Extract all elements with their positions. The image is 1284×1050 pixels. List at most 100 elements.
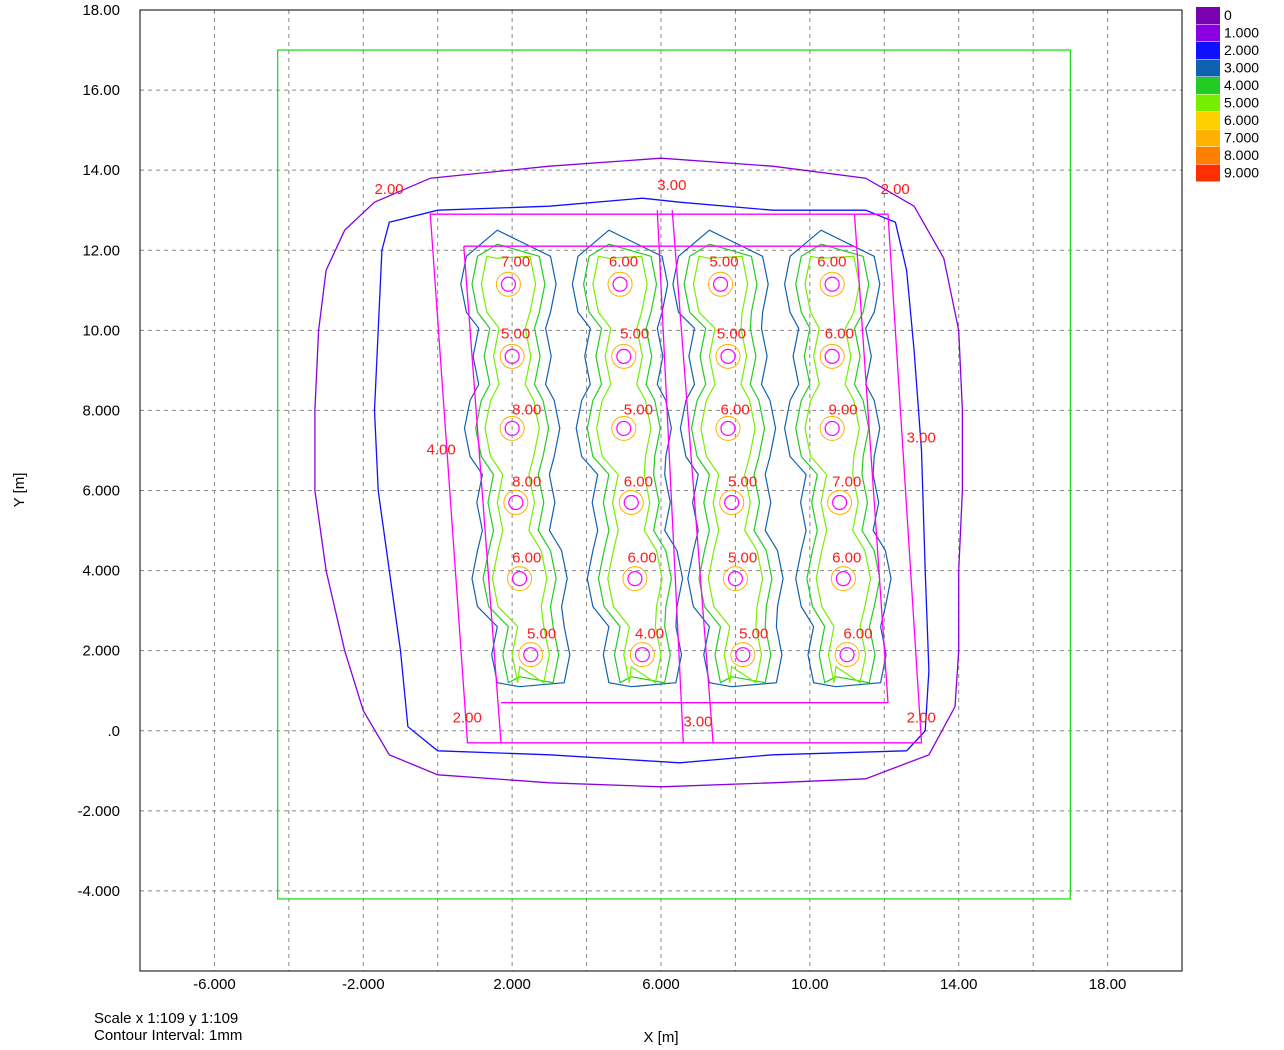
peak-marker [720, 348, 736, 364]
contour-label: 2.00 [881, 181, 910, 198]
diagonal-line [853, 214, 889, 703]
peak-ring [834, 642, 860, 668]
legend-label: 0 [1224, 7, 1232, 23]
column-contour [592, 255, 663, 684]
contour-labels: 2.00 3.00 2.00 7.00 6.00 5.00 6.00 5.00 5.00 5.00… [374, 177, 935, 731]
contour-level-2 [373, 197, 930, 764]
contour-label: 3.00 [907, 429, 936, 446]
axis-ticks: -6.000 -2.000 2.000 6.000 10.00 14.00 18.00 18.… [77, 2, 1126, 993]
contour-lines [277, 49, 1072, 900]
legend-swatch [1196, 147, 1220, 164]
contour-label: 8.00 [512, 401, 541, 418]
column-contour [672, 229, 784, 688]
x-tick-label: -6.000 [193, 976, 236, 993]
legend-label: 2.000 [1224, 42, 1259, 58]
peak-marker [824, 348, 840, 364]
contour-label: 7.00 [501, 253, 530, 270]
peak-ring [629, 642, 655, 668]
peak-marker [839, 647, 855, 663]
y-tick-label: 8.000 [82, 402, 120, 419]
y-tick-label: 16.00 [82, 82, 120, 99]
legend-swatch [1196, 77, 1220, 94]
peak-marker [832, 494, 848, 511]
contour-label: 6.00 [843, 626, 872, 643]
contour-label: 2.00 [907, 710, 936, 727]
peak-ring [708, 271, 734, 297]
peak-marker [504, 348, 520, 364]
legend-label: 9.000 [1224, 165, 1259, 181]
contour-label: 3.00 [657, 177, 686, 194]
legend-swatch [1196, 24, 1220, 42]
x-tick-label: 10.00 [791, 976, 829, 993]
column-contour [804, 255, 872, 684]
footer-info: Scale x 1:109 y 1:109 Contour Interval: … [94, 1010, 242, 1044]
contour-label: 5.00 [527, 626, 556, 643]
x-tick-label: -2.000 [342, 976, 385, 993]
contour-label: 4.00 [635, 626, 664, 643]
peak-ring [819, 415, 845, 441]
peak-marker [835, 570, 851, 587]
contour-label: 2.00 [374, 181, 403, 198]
column-contour [783, 229, 892, 688]
column-contour [460, 229, 571, 688]
contour-label: 2.00 [453, 710, 482, 727]
peak-ring [618, 490, 644, 516]
peak-marker [720, 420, 736, 437]
contour-interval-text: Contour Interval: 1mm [94, 1027, 243, 1044]
diagonal-line [463, 246, 502, 743]
peak-marker [824, 276, 840, 292]
contour-label: 6.00 [825, 325, 854, 342]
y-tick-label: -2.000 [77, 803, 120, 820]
contour-label: 5.00 [728, 550, 757, 567]
peak-ring [611, 343, 637, 369]
peak-ring [715, 343, 741, 369]
contour-label: 8.00 [512, 473, 541, 490]
contour-label: 6.00 [609, 253, 638, 270]
peak-ring [819, 271, 845, 297]
x-tick-label: 14.00 [940, 976, 978, 993]
peak-marker [511, 570, 528, 587]
peak-marker [623, 494, 639, 511]
contour-label: 3.00 [683, 714, 712, 731]
x-tick-label: 2.000 [493, 976, 531, 993]
y-tick-label: 6.000 [82, 483, 120, 500]
contour-label: 9.00 [828, 401, 857, 418]
peak-ring [722, 566, 748, 592]
legend-label: 5.000 [1224, 95, 1259, 111]
peak-marker [616, 420, 632, 437]
column-contour [692, 255, 764, 684]
y-axis-title: Y [m] [11, 473, 28, 508]
peak-ring [503, 490, 529, 516]
peak-marker [508, 494, 524, 511]
peak-marker [612, 276, 628, 292]
peak-marker [634, 647, 650, 663]
legend-swatch [1196, 42, 1220, 59]
y-tick-label: .0 [107, 723, 120, 740]
contour-label: 5.00 [717, 325, 746, 342]
column-contour [571, 229, 684, 688]
scale-text: Scale x 1:109 y 1:109 [94, 1010, 239, 1027]
contour-label: 5.00 [739, 626, 768, 643]
legend-swatch [1196, 129, 1220, 147]
y-tick-label: 14.00 [82, 162, 120, 179]
peak-marker [724, 494, 740, 511]
peak-ring [495, 271, 521, 297]
peak-ring [719, 490, 745, 516]
legend-swatch [1196, 164, 1220, 182]
legend-label: 3.000 [1224, 60, 1259, 76]
legend-label: 7.000 [1224, 130, 1259, 146]
peak-ring [730, 642, 756, 668]
peak-marker [712, 276, 729, 292]
plot-frame [139, 9, 1183, 972]
legend-label: 1.000 [1224, 25, 1259, 41]
contour-label: 4.00 [427, 441, 456, 458]
contour-label: 6.00 [832, 550, 861, 567]
y-tick-label: -4.000 [77, 883, 120, 900]
contour-label: 6.00 [512, 550, 541, 567]
peak-marker [504, 420, 520, 437]
legend-swatch [1196, 112, 1220, 129]
peak-marker [616, 348, 632, 364]
contour-label: 7.00 [832, 473, 861, 490]
